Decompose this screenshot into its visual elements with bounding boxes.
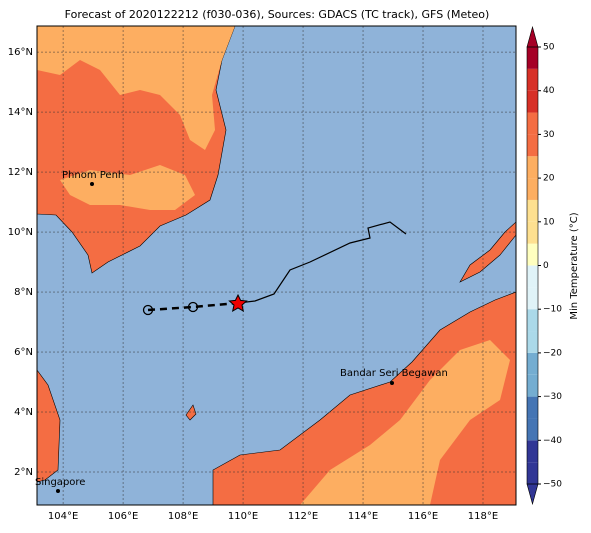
city-marker bbox=[390, 381, 394, 385]
x-tick-label: 114°E bbox=[348, 511, 378, 522]
city-marker bbox=[56, 489, 60, 493]
y-tick-label: 8°N bbox=[14, 287, 33, 298]
x-tick-label: 118°E bbox=[468, 511, 498, 522]
colorbar-band bbox=[527, 462, 538, 484]
colorbar-tick-label: 40 bbox=[543, 86, 555, 96]
colorbar-band bbox=[527, 309, 538, 332]
colorbar-band bbox=[527, 199, 538, 222]
colorbar-band bbox=[527, 90, 538, 113]
colorbar-band bbox=[527, 440, 538, 463]
track-point bbox=[187, 301, 199, 313]
colorbar-band bbox=[527, 243, 538, 266]
x-tick-label: 106°E bbox=[108, 511, 138, 522]
colorbar-band bbox=[527, 112, 538, 135]
colorbar-band bbox=[527, 134, 538, 157]
map-area bbox=[37, 26, 516, 505]
colorbar-tick-label: 50 bbox=[543, 43, 555, 53]
colorbar-band bbox=[527, 47, 538, 69]
x-tick-label: 116°E bbox=[408, 511, 438, 522]
y-tick-label: 4°N bbox=[14, 407, 33, 418]
x-tick-label: 104°E bbox=[48, 511, 78, 522]
island bbox=[185, 404, 197, 421]
y-tick-label: 10°N bbox=[8, 227, 33, 238]
colorbar-tick-label: 20 bbox=[543, 174, 555, 184]
y-tick-label: 6°N bbox=[14, 347, 33, 358]
colorbar-tick-label: 10 bbox=[543, 217, 555, 227]
y-tick-label: 2°N bbox=[14, 467, 33, 478]
track-past bbox=[237, 221, 407, 304]
city-label: Singapore bbox=[35, 477, 85, 488]
colorbar-band bbox=[527, 396, 538, 419]
colorbar-band bbox=[527, 352, 538, 375]
colorbar-label: Min Temperature (°C) bbox=[569, 212, 580, 319]
track-forecast bbox=[147, 301, 239, 312]
colorbar-tick-label: −20 bbox=[543, 348, 562, 358]
colorbar-band bbox=[527, 265, 538, 288]
colorbar-tick-label: −50 bbox=[543, 480, 562, 490]
city-label: Bandar Seri Begawan bbox=[340, 368, 448, 379]
track-point bbox=[142, 304, 154, 316]
colorbar-tick-label: 0 bbox=[543, 261, 549, 271]
colorbar-tick-label: 30 bbox=[543, 130, 555, 140]
colorbar-extend bbox=[526, 483, 539, 506]
colorbar-tick-label: −10 bbox=[543, 305, 562, 315]
storm-position bbox=[228, 293, 248, 312]
y-tick-label: 16°N bbox=[8, 47, 33, 58]
colorbar-extend bbox=[526, 25, 539, 48]
land-palawan bbox=[459, 221, 516, 283]
land-warm bbox=[60, 165, 195, 210]
colorbar-band bbox=[527, 287, 538, 310]
city-label: Phnom Penh bbox=[62, 170, 124, 181]
x-tick-label: 112°E bbox=[288, 511, 318, 522]
city-marker bbox=[90, 182, 94, 186]
map-frame bbox=[36, 25, 517, 506]
colorbar-band bbox=[527, 178, 538, 200]
y-tick-label: 14°N bbox=[8, 107, 33, 118]
x-tick-label: 110°E bbox=[228, 511, 258, 522]
colorbar-band bbox=[527, 68, 538, 91]
y-tick-label: 12°N bbox=[8, 167, 33, 178]
colorbar-band bbox=[527, 374, 538, 397]
land-warm bbox=[300, 340, 510, 505]
colorbar-band bbox=[527, 156, 538, 179]
land-warm bbox=[37, 26, 235, 150]
land-peninsula bbox=[37, 369, 61, 483]
map-title: Forecast of 2020122212 (f030-036), Sourc… bbox=[65, 8, 490, 21]
colorbar-tick-label: −40 bbox=[543, 436, 562, 446]
colorbar-band bbox=[527, 331, 538, 353]
colorbar-band bbox=[527, 418, 538, 441]
x-tick-label: 108°E bbox=[168, 511, 198, 522]
colorbar-band bbox=[527, 221, 538, 244]
colorbar-tick-label: −30 bbox=[543, 392, 562, 402]
